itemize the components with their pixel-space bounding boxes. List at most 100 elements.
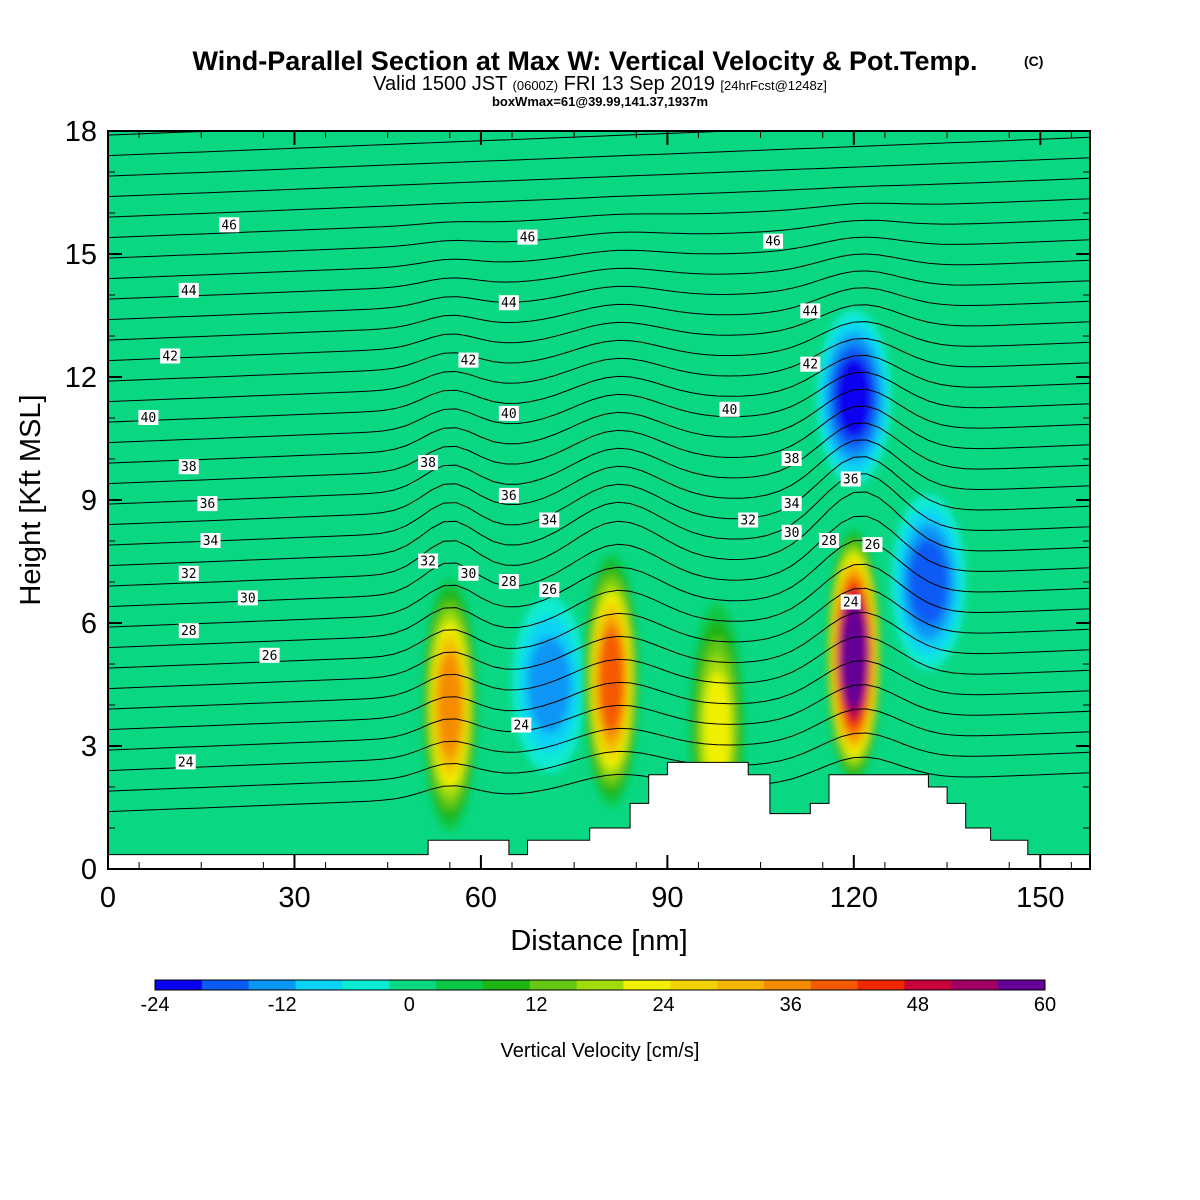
contour-label-bg <box>781 524 802 540</box>
contour-label: 42 <box>160 348 181 365</box>
contour-label-text: 42 <box>461 354 477 369</box>
theta-isoline <box>108 456 1090 546</box>
contour-label-bg <box>197 496 218 512</box>
contour-label-bg <box>719 401 740 417</box>
contour-label-text: 34 <box>784 497 800 512</box>
copyright-mark: (C) <box>1024 53 1043 69</box>
contour-label-bg <box>818 533 839 548</box>
y-axis-label: Height [Kft MSL] <box>15 394 47 605</box>
contour-label: 38 <box>178 459 199 475</box>
contour-label-bg <box>237 590 258 606</box>
contour-label-text: 26 <box>865 538 881 553</box>
colorbar-swatch <box>201 980 250 990</box>
contour-label-bg <box>800 356 821 372</box>
theta-isoline <box>108 473 1090 567</box>
contour-label: 26 <box>862 537 883 553</box>
contour-label-bg <box>539 582 560 598</box>
contour-label-bg <box>781 451 802 466</box>
contour-label: 46 <box>763 233 784 250</box>
subtitle-forecast: [24hrFcst@1248z] <box>720 78 826 93</box>
theta-isoline <box>108 337 1090 403</box>
contour-label: 44 <box>498 295 519 311</box>
contour-label-text: 38 <box>420 456 436 471</box>
y-tick-label: 6 <box>81 608 97 640</box>
theta-isoline <box>108 218 1090 259</box>
contour-label-text: 38 <box>784 452 800 467</box>
contour-label: 28 <box>178 623 199 639</box>
chart-subtitle-box: boxWmax=61@39.99,141.37,1937m <box>492 94 708 109</box>
contour-labels: 46 46 46 44 44 44 42 42 42 40 40 40 38 38 38 36 36 36 34 34… <box>138 217 883 770</box>
contour-label-text: 28 <box>501 575 517 590</box>
velocity-contour-band <box>599 630 624 731</box>
contour-label-bg <box>458 565 479 581</box>
subtitle-zulu: (0600Z) <box>513 78 559 93</box>
terrain-mask <box>107 761 1091 870</box>
contour-label-text: 46 <box>520 231 536 246</box>
y-tick-label: 0 <box>81 854 97 886</box>
contour-label: 42 <box>458 352 479 369</box>
x-tick-label: 30 <box>278 882 310 914</box>
colorbar-swatch <box>763 980 812 990</box>
contour-label: 40 <box>138 410 159 426</box>
contour-label: 44 <box>178 282 199 299</box>
x-axis-label: Distance [nm] <box>510 925 687 957</box>
contour-label: 36 <box>197 496 218 512</box>
theta-isoline <box>108 611 1090 690</box>
contour-label: 30 <box>781 524 802 541</box>
contour-label-bg <box>862 537 883 553</box>
colorbar-swatch <box>482 980 531 990</box>
contour-label: 42 <box>800 356 821 373</box>
contour-label: 24 <box>175 754 196 770</box>
x-tick-label: 0 <box>100 882 116 914</box>
colorbar-swatch <box>155 980 203 990</box>
colorbar-swatch <box>904 980 952 990</box>
contour-label-text: 40 <box>141 411 157 426</box>
colorbar-label: Vertical Velocity [cm/s] <box>501 1040 700 1062</box>
theta-isoline <box>108 371 1090 444</box>
contour-label-bg <box>259 647 280 663</box>
y-tick-label: 12 <box>65 362 97 394</box>
contour-label-text: 42 <box>162 350 178 365</box>
contour-label-bg <box>498 574 519 589</box>
contour-label-text: 32 <box>420 555 436 570</box>
theta-isoline <box>108 131 742 157</box>
contour-label-bg <box>418 455 439 471</box>
theta-isoline <box>108 270 1090 321</box>
velocity-cell <box>826 529 882 783</box>
contour-label: 36 <box>498 487 519 504</box>
contour-label: 26 <box>539 582 560 598</box>
contour-label-text: 36 <box>501 489 517 504</box>
contour-label-bg <box>458 352 479 368</box>
contour-label-bg <box>840 471 861 487</box>
contour-label: 26 <box>259 647 280 664</box>
x-tick-label: 120 <box>830 882 878 914</box>
velocity-cell <box>816 309 892 486</box>
colorbar-tick-label: 24 <box>652 994 674 1016</box>
colorbar-swatch <box>998 980 1046 990</box>
subtitle-valid: Valid 1500 JST <box>373 73 507 95</box>
contour-label-bg <box>781 496 802 512</box>
contour-label: 36 <box>840 471 861 488</box>
contour-label-bg <box>840 594 861 610</box>
contour-label: 44 <box>800 303 821 319</box>
theta-isoline <box>108 354 1090 423</box>
contour-label-bg <box>800 303 821 319</box>
theta-isoline <box>108 304 1090 362</box>
theta-isoline <box>108 321 1090 382</box>
theta-isoline <box>108 157 1090 198</box>
theta-isoline <box>108 287 1090 341</box>
contour-label-bg <box>175 754 196 770</box>
contour-label: 32 <box>178 565 199 582</box>
contour-label-text: 38 <box>181 460 197 475</box>
contour-label-text: 32 <box>181 567 197 582</box>
subtitle-date: FRI 13 Sep 2019 <box>564 73 715 95</box>
contour-label: 46 <box>219 217 240 233</box>
colorbar-swatch <box>248 980 297 990</box>
theta-isoline <box>108 405 1090 485</box>
colorbar-tick-label: 0 <box>404 994 415 1016</box>
chart-subtitle: Valid 1500 JST (0600Z) FRI 13 Sep 2019 [… <box>373 73 827 95</box>
contour-label-text: 32 <box>740 514 756 529</box>
